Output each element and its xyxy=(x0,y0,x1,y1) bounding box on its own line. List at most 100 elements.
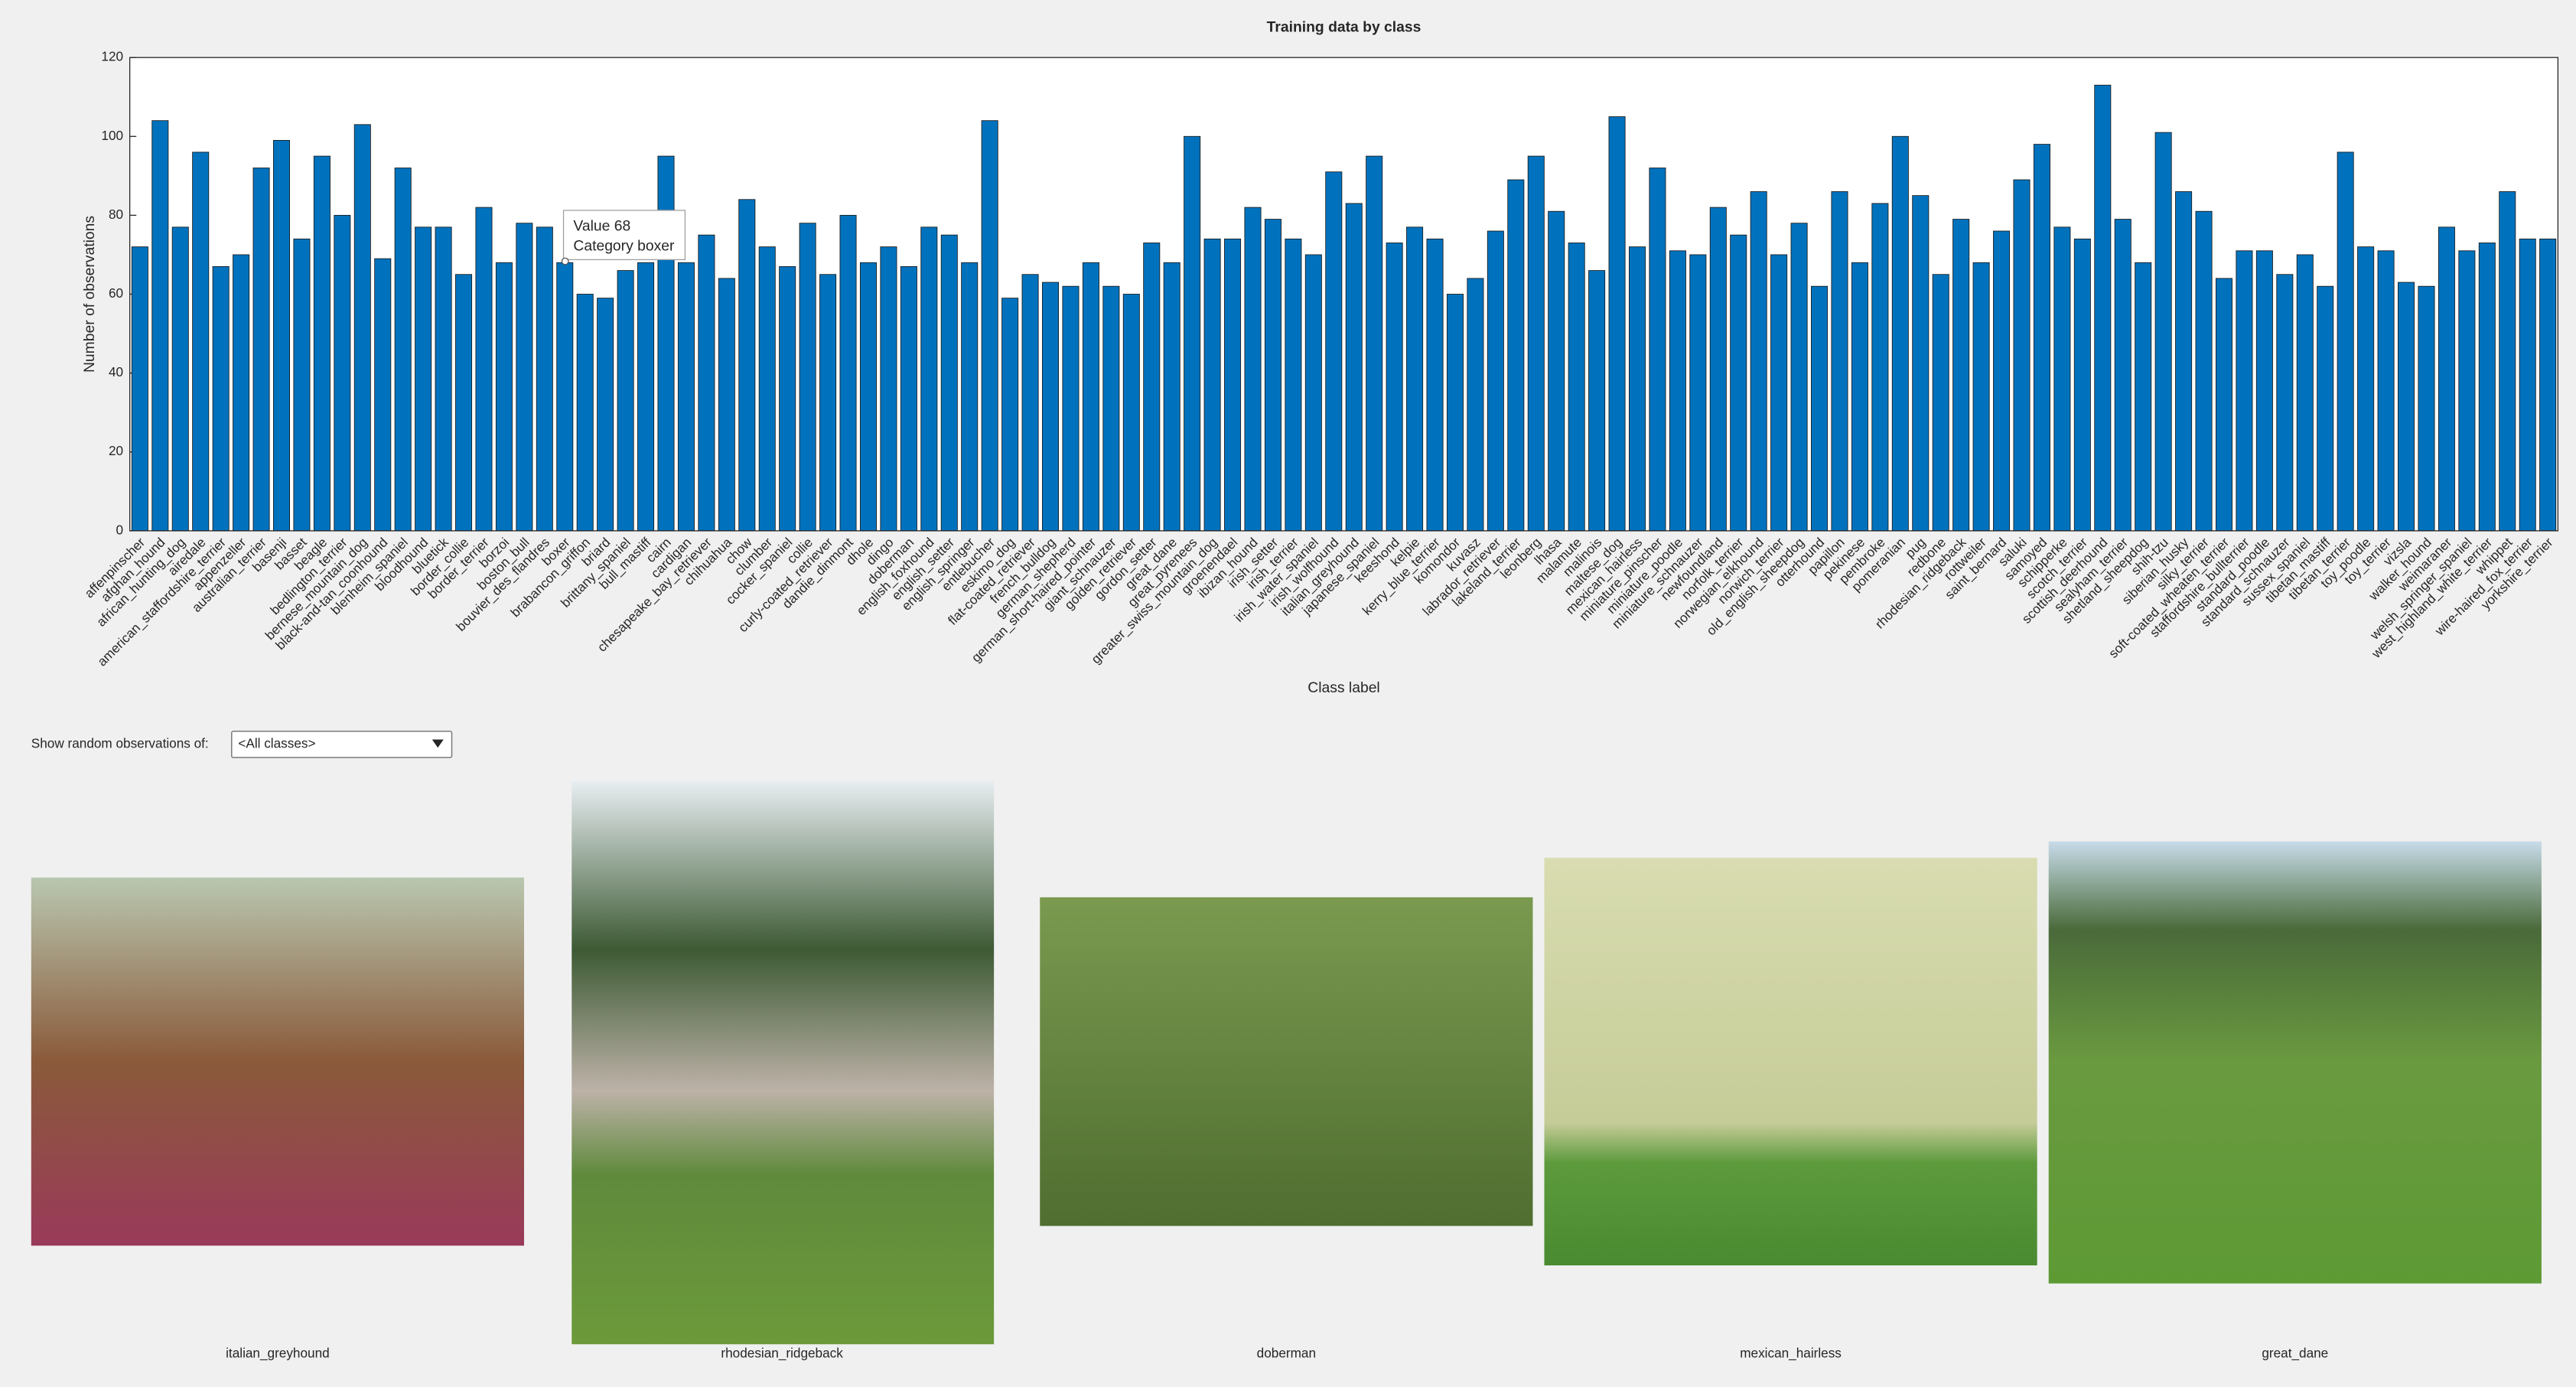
bar xyxy=(2215,278,2232,532)
bar xyxy=(2255,250,2273,532)
bar xyxy=(1426,238,1444,532)
bar xyxy=(2175,191,2193,532)
y-tick-label: 80 xyxy=(109,207,123,222)
bar xyxy=(1831,191,1848,532)
image-label: italian_greyhound xyxy=(226,1346,330,1361)
bar xyxy=(212,265,230,532)
tooltip-box xyxy=(562,210,686,261)
bar xyxy=(2539,238,2557,532)
bar xyxy=(2236,250,2253,532)
bar xyxy=(1163,262,1181,532)
bar xyxy=(981,120,998,532)
dropdown-arrow[interactable] xyxy=(432,739,444,748)
bar xyxy=(1871,203,1889,532)
image-label: rhodesian_ridgeback xyxy=(721,1346,843,1361)
image xyxy=(2048,841,2542,1284)
y-tick-label: 0 xyxy=(116,522,123,537)
bar xyxy=(1446,294,1464,532)
bar xyxy=(920,226,938,532)
bar xyxy=(1122,294,1140,532)
bar xyxy=(334,214,351,532)
bar xyxy=(1102,285,1120,532)
bar xyxy=(1932,274,1949,532)
x-axis-label: Class label xyxy=(1308,680,1379,696)
bar xyxy=(252,168,270,532)
bar xyxy=(2519,238,2536,532)
y-tick-label: 20 xyxy=(109,443,123,458)
bar xyxy=(2033,144,2050,532)
bar xyxy=(415,226,432,532)
bar xyxy=(1770,254,1788,532)
bar xyxy=(1811,285,1829,532)
bar xyxy=(1952,219,1970,532)
dropdown-box[interactable] xyxy=(231,731,453,759)
bar xyxy=(1325,171,1343,532)
bar xyxy=(1750,191,1767,532)
bar xyxy=(1203,238,1221,532)
dropdown-value[interactable]: <All classes> xyxy=(238,736,315,751)
bar xyxy=(1021,274,1039,532)
bar xyxy=(2154,132,2172,532)
axes-box xyxy=(129,57,2559,532)
image-label: great_dane xyxy=(2262,1346,2328,1361)
bar xyxy=(2377,250,2395,532)
bar xyxy=(272,140,291,532)
bar xyxy=(2317,285,2334,532)
bar xyxy=(2114,219,2131,532)
bar xyxy=(839,214,857,532)
bar xyxy=(2053,226,2071,532)
bar xyxy=(576,294,594,532)
bar xyxy=(151,120,169,532)
bar xyxy=(131,246,148,532)
bar xyxy=(233,254,250,532)
bar xyxy=(1001,298,1019,532)
bar xyxy=(2438,226,2455,532)
bar xyxy=(2013,179,2031,532)
bar xyxy=(1345,203,1363,532)
bar xyxy=(394,168,412,532)
bar xyxy=(597,298,614,532)
bar xyxy=(859,262,877,532)
bar xyxy=(2195,210,2213,532)
bar xyxy=(192,151,210,532)
bar xyxy=(1649,168,1666,532)
bar xyxy=(313,155,331,532)
bar xyxy=(1790,223,1808,532)
bar xyxy=(2398,282,2415,532)
bar xyxy=(799,223,816,532)
dropdown[interactable]: <All classes> xyxy=(231,731,453,759)
bar xyxy=(293,238,311,532)
y-tick-label: 40 xyxy=(109,364,123,379)
bar xyxy=(171,226,189,532)
bar xyxy=(2073,238,2091,532)
tooltip: Value 68 Category boxer xyxy=(561,210,686,265)
bar xyxy=(1244,207,1262,532)
bar xyxy=(1507,179,1525,532)
bar xyxy=(1891,135,1909,532)
dropdown-label: Show random observations of: xyxy=(31,736,209,751)
image-label: doberman xyxy=(1257,1346,1316,1361)
bar xyxy=(1467,278,1484,532)
bar xyxy=(536,226,553,532)
bar xyxy=(1366,155,1383,532)
image xyxy=(1544,858,2037,1266)
bar xyxy=(2296,254,2314,532)
bar xyxy=(1527,155,1545,532)
plot-area xyxy=(129,57,2558,531)
bar xyxy=(1851,262,1868,532)
bar xyxy=(1264,219,1281,532)
image xyxy=(572,780,995,1345)
bar xyxy=(1628,246,1646,532)
bar xyxy=(718,278,735,532)
bar xyxy=(1304,254,1322,532)
bar xyxy=(1689,254,1707,532)
image xyxy=(1040,897,1533,1226)
image-label: mexican_hairless xyxy=(1740,1346,1842,1361)
bar xyxy=(940,234,958,532)
bar xyxy=(1042,282,1060,532)
bar xyxy=(738,199,756,532)
bar xyxy=(1608,116,1626,532)
bar xyxy=(1972,262,1990,532)
